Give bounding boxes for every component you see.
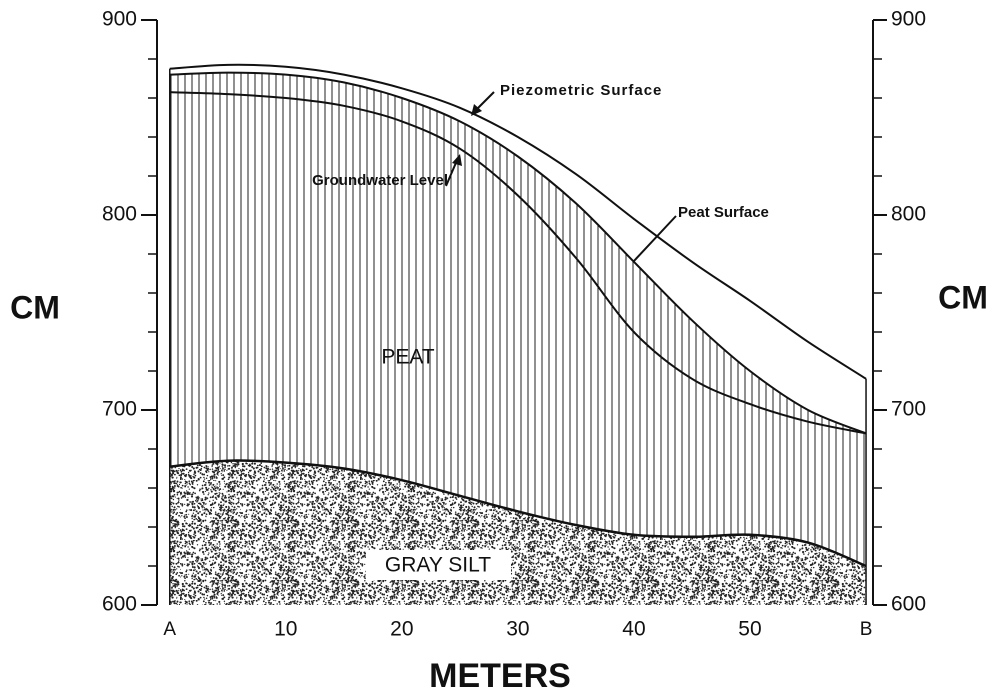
groundwater-label: Groundwater Level [268,170,448,192]
figure: CM CM METERS 600 600 700 700 800 800 900 900 A 10… [0,0,1000,699]
x-tick-label: 10 [274,618,297,641]
y-axis-label: CM [10,289,60,325]
x-tick-label: A [163,619,176,640]
x-axis-label: METERS [429,657,571,695]
x-tick-label: 40 [622,618,645,641]
y-tick-label: 600 [102,593,137,616]
x-tick-label: B [860,619,873,640]
silt-label: GRAY SILT [385,554,491,577]
piezometric-label: Piezometric Surface [500,82,662,99]
y-tick-label-right: 600 [891,593,926,616]
y-tick-label: 900 [102,8,137,31]
peat-surface-label: Peat Surface [678,204,769,221]
y-tick-label-right: 800 [891,203,926,226]
y-tick-label-right: 700 [891,398,926,421]
x-tick-label: 20 [390,618,413,641]
x-tick-label: 50 [738,618,761,641]
chart: CM CM METERS 600 600 700 700 800 800 900 900 A 10… [0,0,1000,699]
x-tick-label: 30 [506,618,529,641]
y-tick-label-right: 900 [891,8,926,31]
y-tick-label: 700 [102,398,137,421]
y-axis-label-right: CM [938,279,988,315]
peat-label: PEAT [381,346,434,369]
y-tick-label: 800 [102,203,137,226]
